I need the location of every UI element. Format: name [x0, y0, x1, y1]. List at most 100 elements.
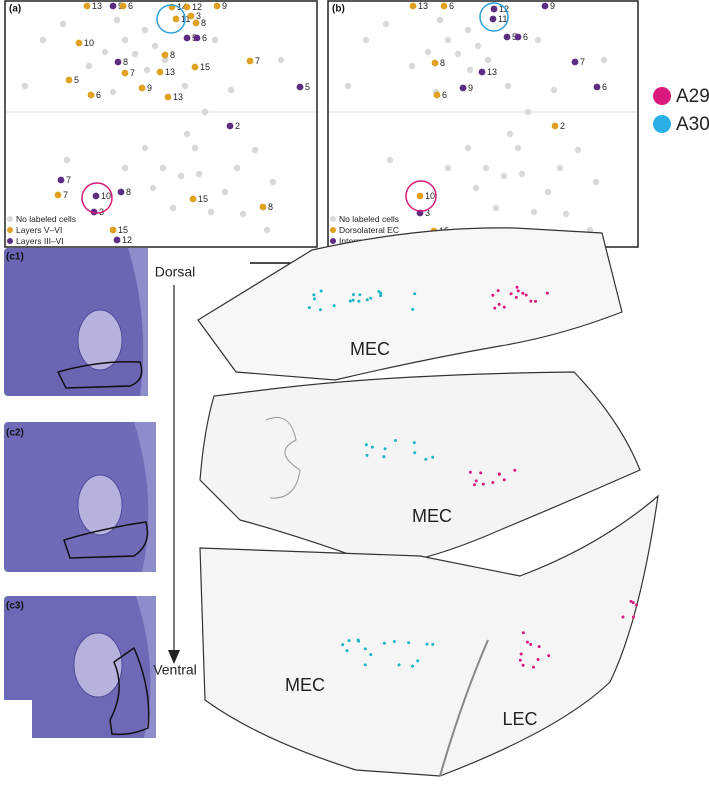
cell-label: 8 — [440, 58, 445, 68]
unlabeled-cell — [408, 62, 416, 70]
neuron — [493, 306, 497, 310]
unlabeled-cell — [233, 164, 241, 172]
cell-label: 8 — [201, 18, 206, 28]
highlight-circle — [156, 4, 186, 34]
unlabeled-cell — [344, 82, 352, 90]
cell-label: 15 — [198, 194, 208, 204]
legend-swatch — [330, 216, 336, 222]
legend-label: Layers V–VI — [16, 225, 62, 235]
neuron — [369, 296, 373, 300]
neuron — [348, 299, 352, 303]
labeled-cells: 1396141291138105688771315559613277108153… — [7, 1, 607, 246]
neuron — [519, 652, 523, 656]
unlabeled-cell — [474, 42, 482, 50]
cell-label: 7 — [255, 56, 260, 66]
cell-label: 13 — [487, 67, 497, 77]
neuron — [345, 649, 349, 653]
labeled-cell — [433, 91, 441, 99]
cell-label: 8 — [123, 57, 128, 67]
cell-label: 13 — [418, 1, 428, 11]
neuron — [537, 645, 541, 649]
cell-label: 14 — [177, 2, 187, 12]
unlabeled-cells — [21, 16, 608, 234]
labeled-cell — [189, 195, 197, 203]
unlabeled-cell — [530, 208, 538, 216]
unlabeled-cell — [59, 20, 67, 28]
cell-label: 12 — [122, 235, 132, 245]
labeled-cell — [109, 226, 117, 234]
neuron — [356, 638, 360, 642]
unlabeled-cell — [484, 56, 492, 64]
neuron — [411, 664, 415, 668]
labeled-cell — [156, 68, 164, 76]
cell-label: 15 — [118, 225, 128, 235]
labeled-cell — [161, 51, 169, 59]
ec-outline — [63, 521, 149, 559]
legend-label: A30 — [676, 114, 709, 135]
neuron — [431, 455, 435, 459]
cell-label: 6 — [442, 90, 447, 100]
unlabeled-cell — [161, 56, 169, 64]
labeled-neurons — [307, 285, 639, 669]
unlabeled-cell — [504, 82, 512, 90]
neuron — [383, 447, 387, 451]
ec-section — [199, 371, 641, 567]
neuron — [407, 641, 411, 645]
neuron — [312, 297, 316, 301]
legend-label: A29 — [676, 86, 709, 107]
cell-label: 6 — [523, 32, 528, 42]
cortex — [128, 248, 156, 738]
unlabeled-cell — [191, 144, 199, 152]
unlabeled-cell — [113, 16, 121, 24]
unlabeled-cell — [239, 210, 247, 218]
unlabeled-cell — [101, 48, 109, 56]
labeled-cell — [75, 39, 83, 47]
unlabeled-cell — [586, 226, 594, 234]
unlabeled-cell — [121, 164, 129, 172]
unlabeled-cell — [277, 56, 285, 64]
unlabeled-cell — [444, 36, 452, 44]
cell-label: 2 — [235, 121, 240, 131]
neuron — [319, 289, 323, 293]
unlabeled-cell — [263, 226, 271, 234]
neuron — [525, 640, 529, 644]
labeled-cell — [226, 122, 234, 130]
neuron — [524, 293, 528, 297]
unlabeled-cell — [482, 164, 490, 172]
labeled-cell — [193, 34, 201, 42]
labeled-cell — [54, 191, 62, 199]
neuron — [393, 438, 397, 442]
ec-outline — [109, 646, 150, 736]
cell-label: 9 — [550, 1, 555, 11]
neuron — [468, 470, 472, 474]
labeled-cell — [440, 2, 448, 10]
unlabeled-cell — [600, 56, 608, 64]
neuron — [416, 659, 420, 663]
panel-label: (c3) — [6, 601, 24, 612]
cell-label: 10 — [101, 191, 111, 201]
neuron — [529, 299, 533, 303]
neuron — [347, 639, 351, 643]
cell-label: 15 — [200, 62, 210, 72]
unlabeled-cell — [524, 108, 532, 116]
neuron — [545, 291, 549, 295]
unlabeled-cell — [143, 66, 151, 74]
axis-label: Ventral — [153, 662, 197, 678]
unlabeled-cell — [141, 144, 149, 152]
labeled-cell — [551, 122, 559, 130]
unlabeled-cell — [151, 42, 159, 50]
labeled-cell — [183, 34, 191, 42]
neuron — [621, 615, 625, 619]
neuron — [332, 304, 336, 308]
unlabeled-cell — [534, 36, 542, 44]
tissue-fold — [265, 417, 301, 499]
labeled-cell — [431, 59, 439, 67]
cell-label: 10 — [84, 38, 94, 48]
region-label: MEC — [412, 506, 452, 526]
cell-label: 6 — [449, 1, 454, 11]
neuron — [474, 479, 478, 483]
neuron — [412, 441, 416, 445]
neuron — [411, 307, 415, 311]
ec-outline — [56, 360, 143, 389]
